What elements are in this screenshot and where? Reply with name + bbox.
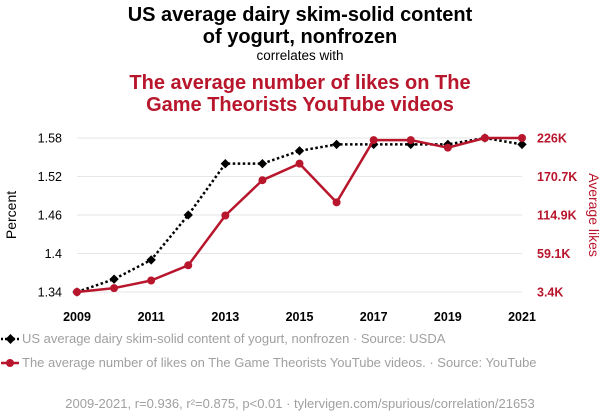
x-tick-label: 2021 (508, 310, 536, 324)
y-right-tick-label: 170.7K (537, 170, 577, 184)
x-tick-label: 2013 (211, 310, 239, 324)
x-tick-label: 2015 (286, 310, 314, 324)
x-tick-label: 2017 (360, 310, 388, 324)
series2-point (73, 288, 81, 296)
series2-point (369, 136, 378, 145)
legend-label-series2: The average number of likes on The Game … (22, 355, 537, 370)
correlates-with-label: correlates with (256, 48, 344, 63)
series2-point (443, 143, 452, 152)
chart-footer: 2009-2021, r=0.936, r²=0.875, p<0.01 · t… (65, 396, 535, 411)
legend-label-series1: US average dairy skim-solid content of y… (22, 331, 446, 346)
y-right-tick-label: 59.1K (537, 247, 570, 261)
series2-point (221, 211, 230, 220)
chart-subtitle-line2: Game Theorists YouTube videos (146, 94, 454, 116)
series2-point (332, 198, 341, 207)
series2-point (258, 176, 267, 185)
series2-point (184, 261, 193, 270)
x-tick-label: 2011 (138, 310, 165, 324)
x-tick-label: 2019 (434, 310, 462, 324)
series2-point (518, 134, 526, 142)
y-right-tick-label: 3.4K (537, 286, 563, 300)
series1-point (257, 158, 268, 169)
series1-point (517, 139, 527, 150)
chart-title-line1: US average dairy skim-solid content (127, 4, 473, 26)
y-left-tick-label: 1.34 (38, 286, 62, 300)
series2-point (406, 136, 415, 145)
chart-title-line2: of yogurt, nonfrozen (202, 26, 398, 48)
series1-point (183, 210, 193, 220)
series2-point (480, 134, 489, 142)
x-tick-label: 2009 (63, 310, 91, 324)
legend-swatch-series1 (1, 334, 19, 344)
series1-point (146, 255, 156, 265)
y-left-tick-label: 1.52 (38, 170, 62, 184)
series2-point (110, 284, 119, 293)
legend-swatch-series2 (1, 359, 19, 367)
series2-point (295, 159, 304, 168)
y-left-axis-title: Percent (3, 191, 19, 239)
series1-point (109, 274, 119, 284)
series1-point (331, 139, 342, 150)
series1-point (220, 158, 231, 169)
y-right-tick-label: 114.9K (537, 209, 577, 223)
chart-subtitle-line1: The average number of likes on The (129, 72, 471, 94)
y-right-tick-label: 226K (537, 132, 567, 146)
y-left-tick-label: 1.4 (45, 247, 62, 261)
y-right-axis-title: Average likes (586, 173, 600, 257)
series1-point (294, 146, 305, 156)
y-left-tick-label: 1.46 (38, 209, 62, 223)
y-left-tick-label: 1.58 (38, 132, 62, 146)
series2-point (147, 276, 156, 285)
